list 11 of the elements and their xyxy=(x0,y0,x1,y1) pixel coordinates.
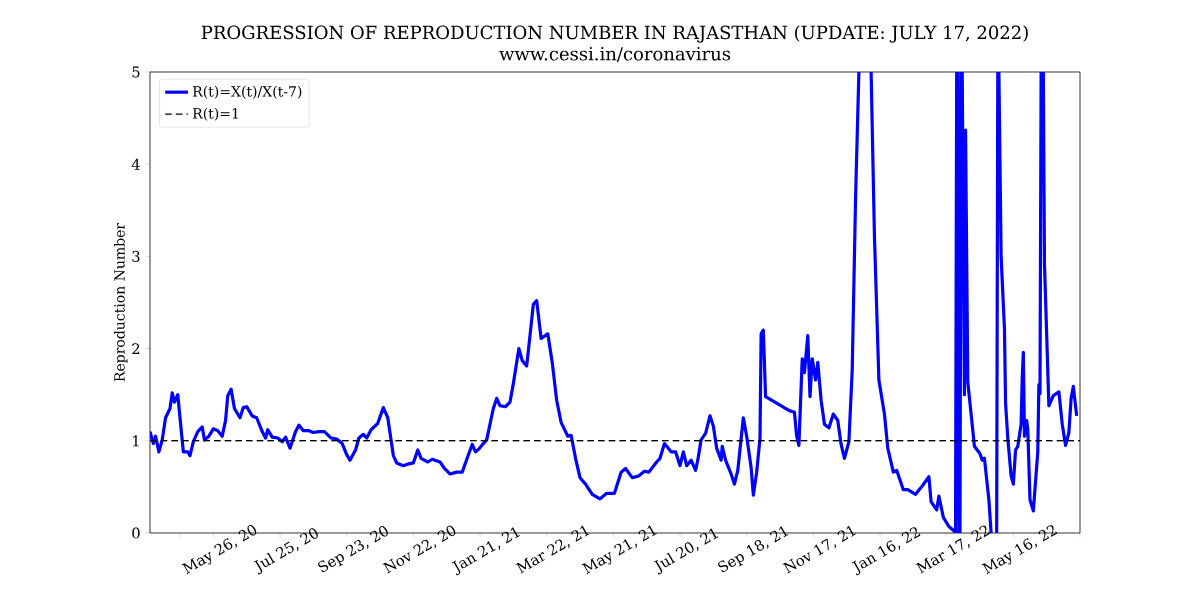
y-tick-label: 4 xyxy=(131,158,140,170)
y-tick-label: 3 xyxy=(132,250,140,262)
y-tick-label: 5 xyxy=(132,66,140,78)
chart-title: PROGRESSION OF REPRODUCTION NUMBER IN RAJASTHAN (UPDATE: JULY 17, 2022) xyxy=(201,25,1028,43)
chart-subtitle: www.cessi.in/coronavirus xyxy=(499,47,731,62)
legend-label: R(t)=1 xyxy=(192,107,238,121)
y-tick-label: 0 xyxy=(132,527,140,539)
y-tick-label: 2 xyxy=(132,343,140,355)
y-axis-title: Reproduction Number xyxy=(113,222,128,382)
y-tick-label: 1 xyxy=(133,435,139,447)
legend-label: R(t)=X(t)/X(t-7) xyxy=(192,85,302,99)
